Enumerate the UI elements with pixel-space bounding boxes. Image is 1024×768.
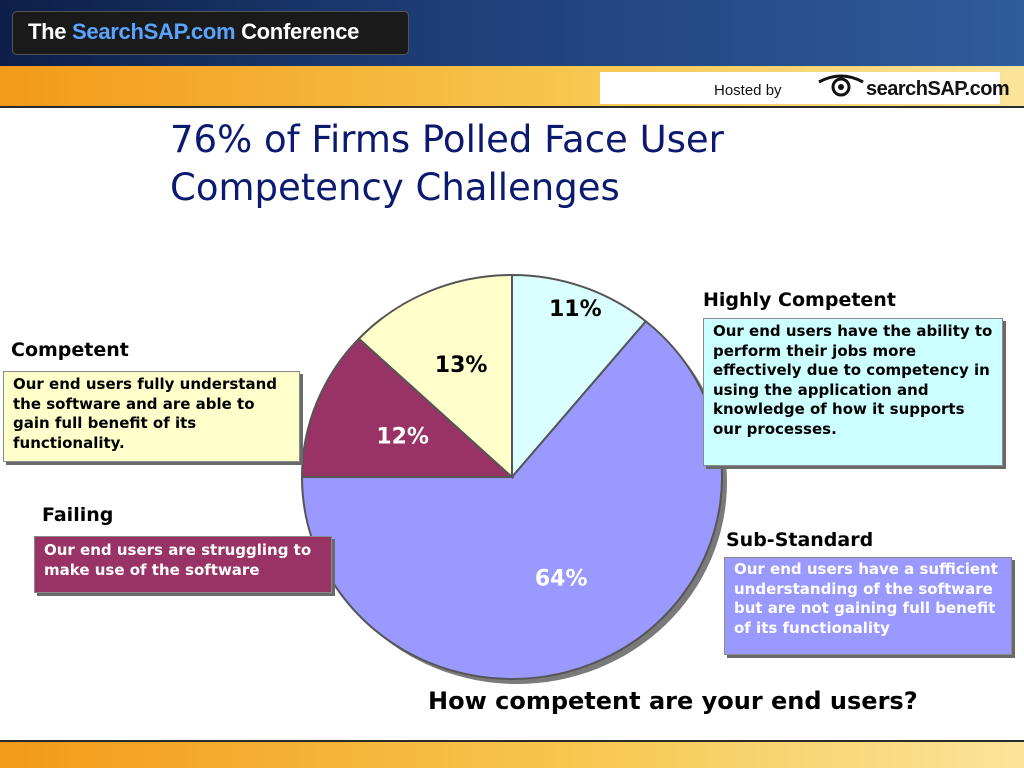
- hosted-by-panel: [600, 72, 1000, 104]
- pie-slice-value-label: 13%: [435, 353, 488, 378]
- pie-slice-value-label: 12%: [376, 424, 429, 449]
- description-box-sub-standard: Our end users have a sufficient understa…: [724, 557, 1012, 655]
- pie-slice-value-label: 11%: [549, 297, 602, 322]
- pie-slice-failing: [300, 337, 515, 478]
- category-label-competent: Competent: [11, 339, 129, 361]
- slide-title-line-1: 76% of Firms Polled Face User: [170, 118, 724, 161]
- pie-slice-highly-competent: [511, 273, 648, 480]
- description-box-competent: Our end users fully understand the softw…: [3, 371, 300, 462]
- category-label-failing: Failing: [42, 504, 114, 526]
- category-label-highly-competent: Highly Competent: [703, 289, 896, 311]
- pie-slice-value-label: 64%: [535, 567, 588, 592]
- pie-slice-competent: [357, 273, 513, 480]
- searchsap-logo-text: searchSAP.com: [866, 78, 1010, 100]
- footer-orange-band: [0, 740, 1024, 768]
- description-box-highly-competent: Our end users have the ability to perfor…: [703, 318, 1003, 466]
- slide-title: 76% of Firms Polled Face User Competency…: [170, 116, 870, 212]
- slide-title-line-2: Competency Challenges: [170, 166, 620, 209]
- hosted-by-label: Hosted by: [714, 82, 782, 99]
- eye-logo-icon: [818, 74, 864, 97]
- header-divider: [0, 106, 1024, 108]
- category-label-sub-standard: Sub-Standard: [726, 529, 874, 551]
- description-box-failing: Our end users are struggling to make use…: [34, 536, 332, 593]
- conference-title: The SearchSAP.com Conference: [28, 19, 360, 44]
- survey-question: How competent are your end users?: [428, 687, 918, 715]
- conference-title-box: [13, 12, 408, 54]
